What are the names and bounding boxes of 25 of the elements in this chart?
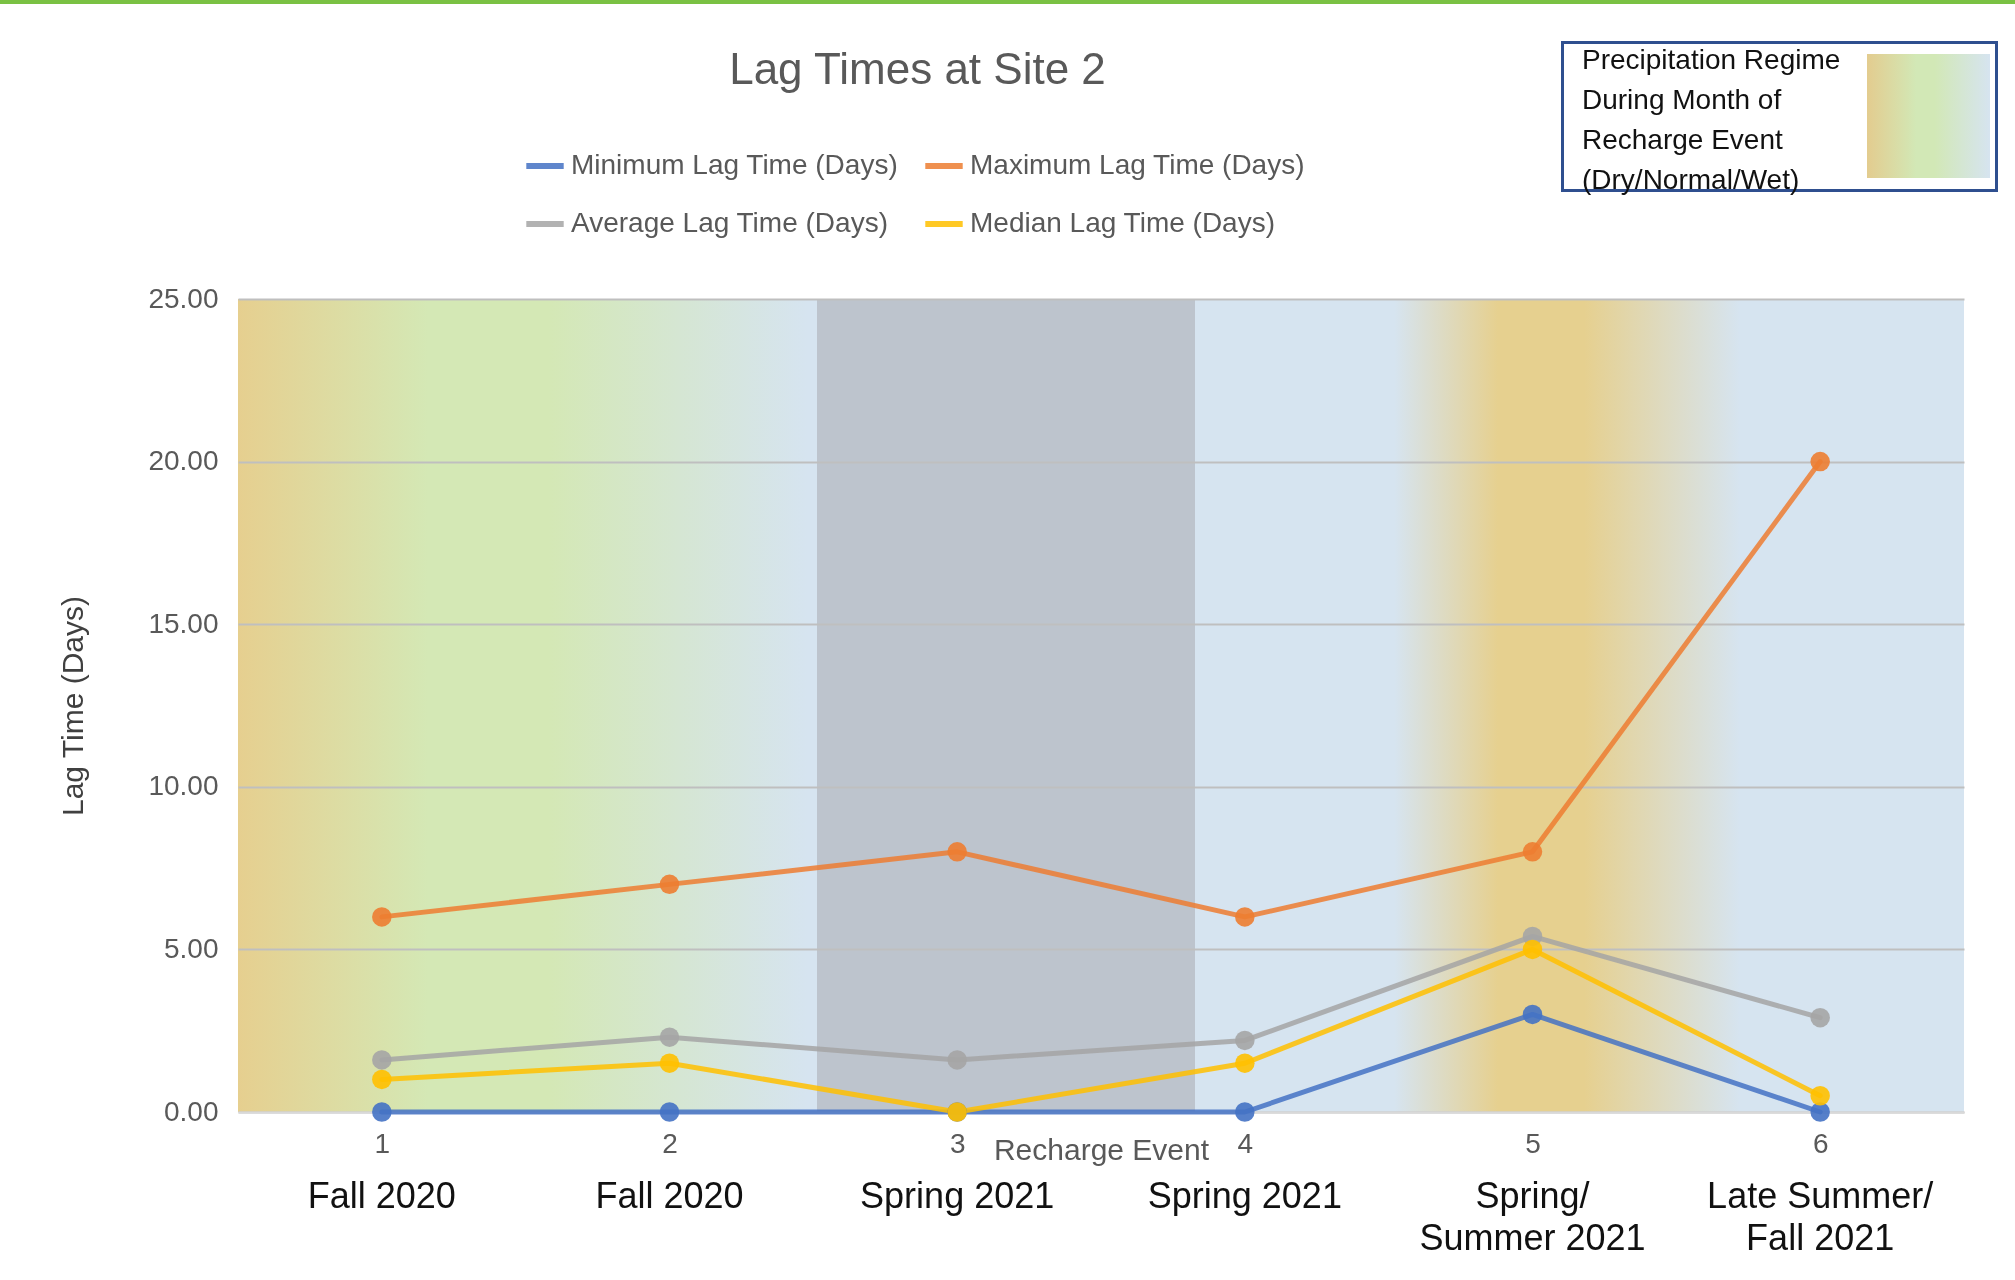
x-tick-label: 2 xyxy=(662,1127,678,1159)
x-tick-label: 5 xyxy=(1525,1127,1541,1159)
y-tick-label: 0.00 xyxy=(164,1095,219,1127)
text: Spring/ Summer 2021 xyxy=(1419,1175,1646,1258)
y-tick-label: 20.00 xyxy=(148,445,219,477)
x-tick-label: 6 xyxy=(1812,1127,1829,1159)
y-axis-title: Lag Time (Days) xyxy=(55,595,89,817)
text: Spring 2021 xyxy=(860,1175,1055,1216)
y-tick-label: 5.00 xyxy=(164,932,219,964)
y-tick-label: 25.00 xyxy=(148,282,219,314)
text: Fall 2020 xyxy=(595,1175,744,1216)
y-tick-label: 15.00 xyxy=(148,607,219,639)
text: Spring 2021 xyxy=(1147,1175,1342,1216)
x-tick-label: 4 xyxy=(1237,1127,1254,1159)
y-tick-label: 10.00 xyxy=(148,770,219,802)
chart-title: Lag Times at Site 2 xyxy=(729,44,1106,93)
text: Late Summer/ Fall 2021 xyxy=(1707,1175,1934,1258)
legend-label: Average Lag Time (Days) xyxy=(571,207,888,238)
legend-label: Maximum Lag Time (Days) xyxy=(970,149,1305,180)
legend-label: Median Lag Time (Days) xyxy=(970,207,1276,238)
legend-label: Minimum Lag Time (Days) xyxy=(571,149,898,180)
x-tick-label: 3 xyxy=(949,1127,966,1159)
x-tick-label: 1 xyxy=(374,1127,391,1159)
x-axis-title: Recharge Event xyxy=(993,1132,1210,1166)
text: Fall 2020 xyxy=(307,1175,456,1216)
